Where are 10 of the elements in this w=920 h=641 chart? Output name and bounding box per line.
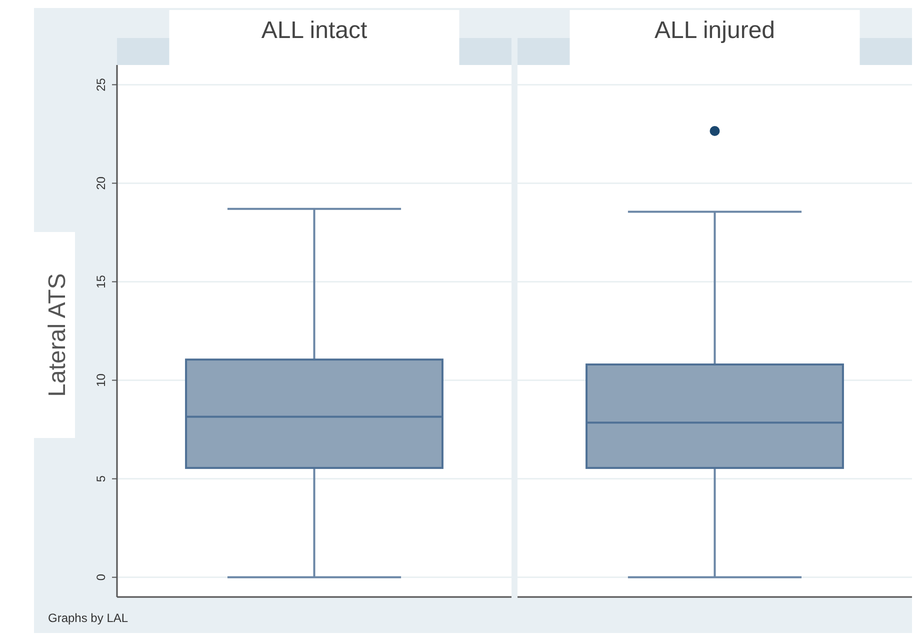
x-tick-label: ALL injured xyxy=(654,17,776,44)
y-tick-label: 20 xyxy=(94,176,108,190)
y-axis-title: Lateral ATS xyxy=(44,273,71,397)
x-tick-label: ALL intact xyxy=(261,17,368,44)
text: Graphs by LAL xyxy=(48,611,128,625)
y-tick-label: 10 xyxy=(94,373,108,387)
y-tick-label: 15 xyxy=(94,274,108,288)
y-tick-label: 25 xyxy=(94,78,108,92)
y-tick-label: 5 xyxy=(94,475,108,482)
y-tick-label: 0 xyxy=(94,574,108,581)
